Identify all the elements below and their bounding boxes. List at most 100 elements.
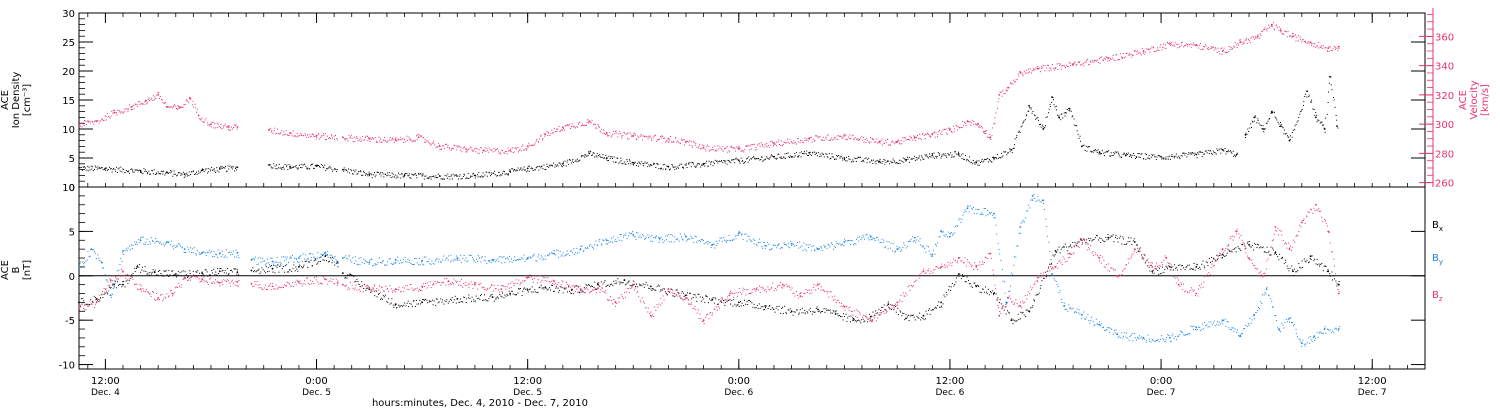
bx-point [441, 299, 443, 301]
bx-point [1223, 255, 1225, 257]
by-point [574, 252, 576, 254]
velocity-point [287, 134, 289, 136]
bx-point [946, 294, 948, 296]
velocity-point [974, 123, 976, 125]
bx-point [517, 292, 519, 294]
ion-density-point [739, 162, 741, 164]
bx-point [1110, 235, 1112, 237]
bx-point [1152, 269, 1154, 271]
by-point [290, 257, 292, 259]
by-point [690, 235, 692, 237]
by-point [734, 235, 736, 237]
by-point [527, 258, 529, 260]
bx-point [1204, 267, 1206, 269]
bx-point [265, 272, 267, 274]
by-point [501, 262, 503, 264]
bx-point [712, 297, 714, 299]
bx-point [1310, 259, 1312, 260]
bx-point [948, 286, 950, 288]
ion-density-point [294, 166, 296, 168]
ion-density-point [320, 164, 322, 165]
velocity-point [1319, 46, 1321, 48]
velocity-point [653, 135, 655, 137]
bx-point [280, 264, 282, 266]
bx-point [1093, 239, 1095, 240]
bx-point [726, 301, 728, 303]
velocity-point [202, 121, 204, 123]
velocity-point [369, 140, 371, 142]
velocity-point [561, 129, 563, 131]
bx-point [492, 296, 494, 298]
ion-density-point [144, 169, 146, 171]
velocity-point [1022, 73, 1024, 75]
bx-point [399, 305, 401, 307]
ion-density-point [758, 158, 760, 159]
ion-density-point [190, 174, 192, 175]
velocity-point [761, 144, 763, 145]
ion-density-point [330, 167, 332, 169]
by-point [649, 235, 651, 237]
ion-density-point [1034, 115, 1036, 117]
bx-point [954, 284, 956, 285]
velocity-point [628, 138, 630, 140]
velocity-point [771, 140, 773, 142]
ion-density-point [204, 169, 206, 171]
bx-point [154, 269, 156, 271]
bx-point [203, 275, 205, 277]
bx-point [83, 300, 85, 302]
bx-point [264, 270, 266, 272]
ion-density-point [630, 163, 632, 165]
velocity-point [572, 125, 574, 127]
bx-point [638, 283, 640, 285]
ion-density-point [127, 171, 129, 173]
bx-point [732, 305, 734, 307]
velocity-point [1060, 68, 1062, 70]
bx-point [814, 311, 816, 313]
ion-density-point [1076, 125, 1078, 127]
by-point [1005, 301, 1008, 304]
by-point [405, 260, 407, 262]
by-point [1300, 342, 1303, 345]
velocity-point [755, 147, 757, 148]
ion-density-point [300, 167, 302, 168]
by-point [216, 254, 218, 256]
ion-density-point [1096, 152, 1098, 154]
by-point [749, 238, 751, 240]
velocity-point [1065, 67, 1066, 69]
bx-point [281, 268, 283, 270]
bx-point [1138, 248, 1140, 250]
ion-density-point [859, 156, 861, 158]
ion-density-point [131, 168, 133, 170]
ion-density-point [1303, 104, 1304, 106]
ion-density-point [1210, 150, 1211, 152]
bx-point [575, 285, 577, 287]
velocity-point [447, 146, 449, 148]
bx-point [1327, 269, 1329, 271]
bx-point [253, 271, 254, 273]
ion-density-point [1288, 136, 1290, 138]
bx-point [629, 284, 631, 286]
ion-density-point [1107, 151, 1108, 153]
bx-point [418, 303, 419, 305]
by-point [310, 257, 312, 259]
by-point [95, 258, 97, 260]
density-axis-label-line: [cm⁻³] [22, 84, 33, 116]
ion-density-point [1119, 156, 1121, 158]
by-point [678, 240, 680, 242]
by-point [327, 256, 329, 258]
ion-density-point [722, 162, 724, 164]
by-point [425, 256, 427, 258]
velocity-point [693, 142, 695, 144]
velocity-point [554, 128, 556, 129]
velocity-point [644, 136, 646, 138]
bx-point [431, 299, 433, 301]
velocity-point [424, 139, 426, 141]
velocity-point [1313, 46, 1315, 47]
by-point [549, 253, 551, 254]
velocity-point [1077, 61, 1079, 63]
bx-point [1260, 246, 1262, 248]
bx-point [1230, 250, 1232, 252]
ion-density-point [474, 177, 476, 179]
velocity-point [312, 134, 314, 136]
velocity-point [408, 138, 410, 140]
